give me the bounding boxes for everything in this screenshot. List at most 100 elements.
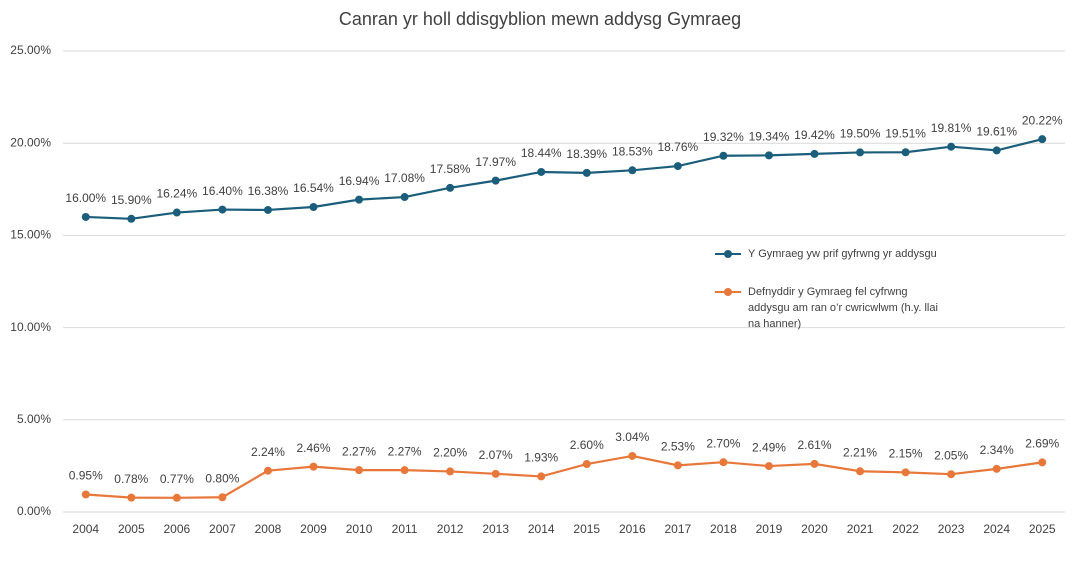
data-point <box>127 493 136 502</box>
data-point <box>127 214 136 223</box>
y-tick-label: 25.00% <box>10 43 51 57</box>
x-tick-label: 2015 <box>573 522 600 536</box>
data-label: 16.40% <box>202 184 243 198</box>
data-point <box>172 493 181 502</box>
data-point <box>446 467 455 476</box>
data-label: 18.76% <box>658 140 699 154</box>
data-point <box>901 468 910 477</box>
data-point <box>218 205 227 214</box>
x-tick-label: 2021 <box>847 522 874 536</box>
data-label: 2.49% <box>752 440 786 454</box>
x-tick-label: 2018 <box>710 522 737 536</box>
data-label: 2.61% <box>797 438 831 452</box>
x-tick-label: 2009 <box>300 522 327 536</box>
data-label: 16.24% <box>157 187 198 201</box>
x-tick-label: 2019 <box>756 522 783 536</box>
y-tick-label: 5.00% <box>17 412 51 426</box>
legend-marker <box>724 288 732 296</box>
data-point <box>810 459 819 468</box>
data-label: 2.20% <box>433 446 467 460</box>
data-point <box>81 212 90 221</box>
data-label: 2.60% <box>570 438 604 452</box>
legend-label: Defnyddir y Gymraeg fel cyfrwng addysgu … <box>748 286 938 330</box>
x-tick-label: 2014 <box>528 522 555 536</box>
legend-item: Y Gymraeg yw prif gyfrwng yr addysgu <box>714 246 944 262</box>
data-point <box>309 462 318 471</box>
data-point <box>628 451 637 460</box>
data-point <box>263 205 272 214</box>
legend-label: Y Gymraeg yw prif gyfrwng yr addysgu <box>748 248 937 260</box>
x-tick-label: 2022 <box>892 522 919 536</box>
data-label: 2.69% <box>1025 437 1059 451</box>
data-label: 0.77% <box>160 472 194 486</box>
data-label: 2.05% <box>934 448 968 462</box>
data-label: 0.80% <box>205 471 239 485</box>
legend-item: Defnyddir y Gymraeg fel cyfrwng addysgu … <box>714 284 944 332</box>
series-line <box>85 138 1043 220</box>
data-label: 2.46% <box>296 441 330 455</box>
x-tick-label: 2008 <box>255 522 282 536</box>
data-label: 16.54% <box>293 181 334 195</box>
data-point <box>81 490 90 499</box>
data-label: 17.97% <box>475 155 516 169</box>
data-label: 0.95% <box>69 469 103 483</box>
data-label: 2.34% <box>980 443 1014 457</box>
data-label: 19.50% <box>840 127 881 141</box>
data-label: 19.81% <box>931 121 972 135</box>
data-point <box>947 470 956 479</box>
data-point <box>537 472 546 481</box>
chart-title: Canran yr holl ddisgyblion mewn addysg G… <box>339 9 741 29</box>
data-point <box>263 466 272 475</box>
data-point <box>400 193 409 202</box>
data-point <box>856 467 865 476</box>
data-label: 3.04% <box>615 430 649 444</box>
data-point <box>901 148 910 157</box>
x-tick-label: 2005 <box>118 522 145 536</box>
x-tick-label: 2010 <box>346 522 373 536</box>
data-point <box>582 460 591 469</box>
data-label: 15.90% <box>111 193 152 207</box>
data-point <box>764 151 773 160</box>
x-tick-label: 2023 <box>938 522 965 536</box>
data-point <box>856 148 865 157</box>
data-point <box>355 466 364 475</box>
data-label: 17.08% <box>384 171 425 185</box>
data-label: 20.22% <box>1022 113 1063 127</box>
x-tick-label: 2024 <box>983 522 1010 536</box>
data-label: 18.39% <box>566 147 607 161</box>
x-tick-label: 2007 <box>209 522 236 536</box>
data-point <box>1038 135 1047 144</box>
data-point <box>582 168 591 177</box>
x-tick-label: 2011 <box>392 522 418 536</box>
x-tick-label: 2025 <box>1029 522 1056 536</box>
data-label: 18.44% <box>521 146 562 160</box>
legend-swatch <box>715 250 741 258</box>
data-point <box>810 149 819 158</box>
data-point <box>355 195 364 204</box>
data-point <box>491 469 500 478</box>
data-point <box>673 461 682 470</box>
data-label: 16.94% <box>339 174 380 188</box>
data-point <box>673 162 682 171</box>
data-point <box>309 203 318 212</box>
y-tick-label: 15.00% <box>10 228 51 242</box>
data-label: 19.61% <box>976 125 1017 139</box>
data-label: 2.70% <box>706 436 740 450</box>
data-label: 2.27% <box>388 444 422 458</box>
data-label: 19.32% <box>703 130 744 144</box>
data-point <box>218 493 227 502</box>
data-point <box>719 458 728 467</box>
data-label: 2.21% <box>843 445 877 459</box>
data-point <box>446 183 455 192</box>
x-tick-label: 2006 <box>164 522 191 536</box>
x-tick-label: 2013 <box>482 522 509 536</box>
data-point <box>628 166 637 175</box>
series-line <box>85 454 1043 499</box>
data-label: 18.53% <box>612 144 653 158</box>
x-tick-label: 2012 <box>437 522 464 536</box>
data-label: 2.15% <box>889 447 923 461</box>
data-label: 2.24% <box>251 445 285 459</box>
data-label: 1.93% <box>524 451 558 465</box>
data-point <box>992 464 1001 473</box>
